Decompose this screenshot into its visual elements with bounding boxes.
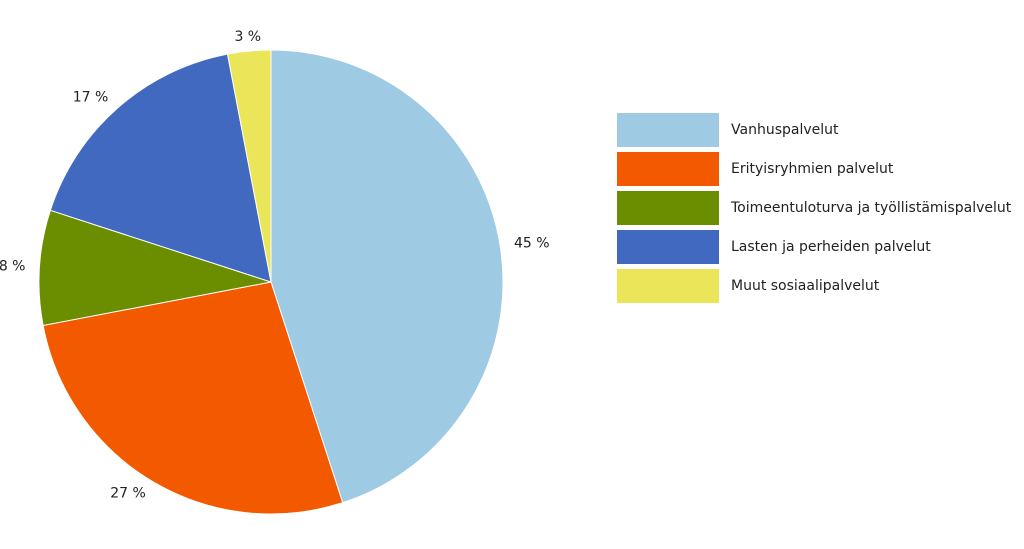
pie-slice-2 xyxy=(38,209,272,327)
pie-value-label-0: 45 % xyxy=(514,236,550,252)
legend-label: Vanhuspalvelut xyxy=(731,121,839,138)
legend-swatch xyxy=(617,112,719,147)
pie-value-label-2: 8 % xyxy=(0,259,26,275)
legend-label: Erityisryhmien palvelut xyxy=(731,160,894,177)
legend-item-lasten-ja-perheiden-palvelut: Lasten ja perheiden palvelut xyxy=(617,227,1011,266)
pie-slices xyxy=(38,49,504,515)
legend-label: Muut sosiaalipalvelut xyxy=(731,277,880,294)
legend-swatch xyxy=(617,268,719,303)
pie-value-label-3: 17 % xyxy=(73,90,109,106)
pie-slice-4 xyxy=(226,49,272,283)
pie-value-label-1: 27 % xyxy=(110,486,146,502)
legend-item-muut-sosiaalipalvelut: Muut sosiaalipalvelut xyxy=(617,266,1011,305)
legend-item-toimeentuloturva: Toimeentuloturva ja työllistämispalvelut xyxy=(617,188,1011,227)
pie-value-labels: 45 % 27 % 8 % 17 % 3 % xyxy=(0,29,550,502)
pie-slice-0 xyxy=(270,49,504,504)
legend-swatch xyxy=(617,229,719,264)
legend-swatch xyxy=(617,151,719,186)
legend-swatch xyxy=(617,190,719,225)
pie-slice-1 xyxy=(42,281,344,515)
legend-item-vanhuspalvelut: Vanhuspalvelut xyxy=(617,110,1011,149)
pie-slice-3 xyxy=(49,53,272,283)
legend: Vanhuspalvelut Erityisryhmien palvelut T… xyxy=(617,110,1011,305)
pie-value-label-4: 3 % xyxy=(234,29,261,45)
legend-label: Lasten ja perheiden palvelut xyxy=(731,238,931,255)
legend-label: Toimeentuloturva ja työllistämispalvelut xyxy=(731,199,1012,216)
legend-item-erityisryhmien-palvelut: Erityisryhmien palvelut xyxy=(617,149,1011,188)
